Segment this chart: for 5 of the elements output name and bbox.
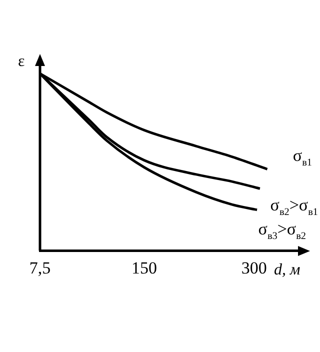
x-tick-label: 7,5 <box>29 258 51 278</box>
y-axis-title: ε <box>18 53 25 70</box>
x-tick-label: 300 <box>241 258 267 278</box>
x-tick-label: 150 <box>132 258 158 278</box>
x-axis-title: d, м <box>274 262 300 279</box>
